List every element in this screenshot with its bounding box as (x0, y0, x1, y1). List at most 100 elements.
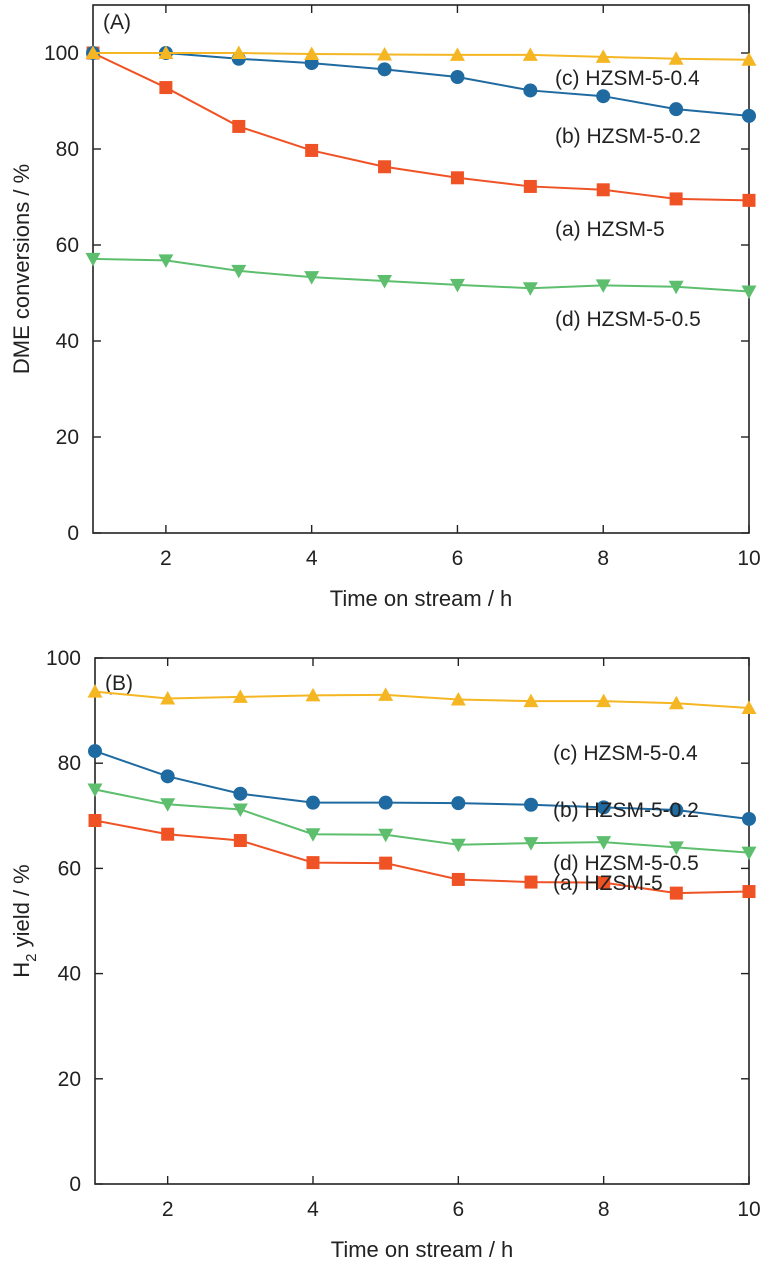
data-point (88, 744, 102, 759)
data-point (742, 108, 756, 123)
data-point (522, 282, 538, 296)
series-square (88, 814, 756, 900)
x-tick-label: 4 (306, 547, 318, 570)
series-triangle-up (85, 45, 757, 66)
data-point (231, 264, 247, 279)
series-label: (a) HZSM-5 (553, 872, 663, 895)
data-point (668, 841, 684, 855)
data-point (378, 687, 394, 701)
panel-tag: (B) (105, 672, 133, 695)
data-point (669, 102, 684, 117)
x-tick-label: 6 (452, 547, 464, 570)
data-point (597, 876, 611, 890)
data-point (596, 836, 612, 850)
data-point (158, 254, 174, 268)
data-point (595, 279, 611, 293)
data-point (88, 814, 102, 828)
series-line (92, 52, 750, 202)
data-point (304, 271, 320, 285)
data-point (160, 798, 176, 812)
data-point (306, 856, 320, 870)
y-tick-label: 20 (56, 426, 79, 449)
data-point (451, 796, 466, 811)
x-tick-label: 2 (162, 1198, 174, 1221)
data-point (377, 46, 393, 61)
data-point (451, 872, 465, 886)
data-point (233, 834, 247, 848)
data-point (306, 795, 320, 810)
plot-frame (92, 4, 750, 534)
data-point (450, 171, 464, 185)
data-point (159, 81, 173, 95)
data-point (741, 700, 757, 714)
data-point (449, 278, 465, 293)
data-point (378, 828, 394, 843)
x-tick-label: 6 (452, 1198, 464, 1221)
data-point (87, 684, 103, 698)
data-point (523, 83, 538, 98)
data-point (450, 70, 465, 84)
x-tick-label: 2 (160, 547, 172, 570)
plot-frame (94, 657, 750, 1185)
series-label: (b) HZSM-5-0.2 (555, 125, 701, 148)
data-point (668, 280, 684, 295)
data-point (377, 62, 392, 77)
data-point (305, 828, 321, 842)
y-tick-label: 0 (69, 1173, 81, 1196)
series-circle (88, 744, 756, 826)
data-point (449, 47, 465, 61)
series-line (93, 52, 750, 61)
series-triangle-up (87, 684, 757, 714)
data-point (596, 693, 612, 708)
data-point (523, 693, 539, 708)
y-tick-label: 80 (58, 752, 81, 775)
data-point (305, 143, 319, 157)
data-point (522, 47, 538, 61)
x-tick-label: 8 (597, 547, 609, 570)
data-point (741, 52, 757, 66)
y-tick-label: 80 (56, 138, 79, 161)
x-tick-label: 10 (737, 1198, 760, 1221)
data-point (378, 160, 392, 174)
data-point (160, 691, 176, 705)
data-point (158, 45, 174, 59)
data-point (85, 45, 101, 59)
data-point (85, 252, 101, 267)
y-tick-label: 100 (44, 42, 79, 65)
data-point (596, 89, 611, 104)
data-point (450, 692, 466, 706)
data-point (232, 119, 246, 133)
x-tick-label: 10 (737, 547, 760, 570)
data-point (305, 687, 321, 702)
series-label: (b) HZSM-5-0.2 (553, 799, 699, 822)
y-tick-label: 60 (58, 857, 81, 880)
data-point (742, 193, 756, 207)
data-point (668, 695, 684, 710)
series-triangle-down (87, 783, 757, 861)
panel-tag: (A) (103, 11, 131, 34)
data-point (232, 803, 248, 817)
data-point (232, 689, 248, 703)
data-point (378, 795, 393, 810)
data-point (377, 275, 393, 289)
data-point (304, 46, 320, 60)
y-tick-label: 20 (58, 1068, 81, 1091)
series-label: (d) HZSM-5-0.5 (555, 308, 701, 331)
y-tick-label: 0 (67, 522, 79, 545)
data-point (450, 838, 466, 853)
x-tick-label: 4 (307, 1198, 319, 1221)
data-point (233, 786, 248, 801)
data-point (596, 800, 611, 815)
data-point (160, 769, 175, 784)
y-axis-title: H2 yield / % (9, 864, 40, 978)
series-line (94, 690, 750, 709)
y-axis-title: DME conversions / % (9, 164, 34, 374)
data-point (87, 783, 103, 797)
series-line (92, 257, 750, 293)
series-line (93, 52, 750, 117)
data-point (669, 192, 683, 206)
x-axis-title: Time on stream / h (331, 1237, 514, 1262)
data-point (669, 803, 684, 818)
